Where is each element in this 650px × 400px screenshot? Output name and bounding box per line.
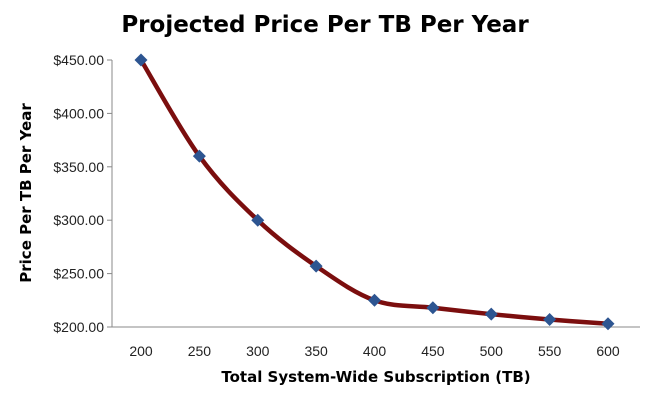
x-tick-label: 350 xyxy=(304,343,328,359)
x-tick-label: 500 xyxy=(480,343,504,359)
x-tick-label: 600 xyxy=(596,343,620,359)
x-tick-label: 400 xyxy=(363,343,387,359)
data-point-marker xyxy=(309,259,323,273)
x-tick-label: 300 xyxy=(246,343,270,359)
data-point-marker xyxy=(484,307,498,321)
chart-title: Projected Price Per TB Per Year xyxy=(121,12,529,38)
data-point-marker xyxy=(601,317,615,331)
data-point-marker xyxy=(543,313,557,327)
x-tick-label: 450 xyxy=(421,343,445,359)
series-line xyxy=(138,57,611,327)
x-tick-label: 550 xyxy=(538,343,562,359)
data-point-marker xyxy=(426,301,440,315)
data-point-marker xyxy=(368,293,381,307)
x-axis-label: Total System-Wide Subscription (TB) xyxy=(221,368,531,386)
y-tick-label: $200.00 xyxy=(53,319,104,335)
y-tick-label: $450.00 xyxy=(53,52,104,68)
x-tick-label: 200 xyxy=(129,343,153,359)
data-point-marker xyxy=(251,213,265,227)
y-tick-label: $250.00 xyxy=(53,266,104,282)
y-tick-label: $300.00 xyxy=(53,212,104,228)
x-tick-label: 250 xyxy=(188,343,212,359)
y-tick-label: $400.00 xyxy=(53,105,104,121)
y-tick-label: $350.00 xyxy=(53,159,104,175)
data-point-marker xyxy=(192,149,206,163)
data-point-marker xyxy=(134,53,148,67)
